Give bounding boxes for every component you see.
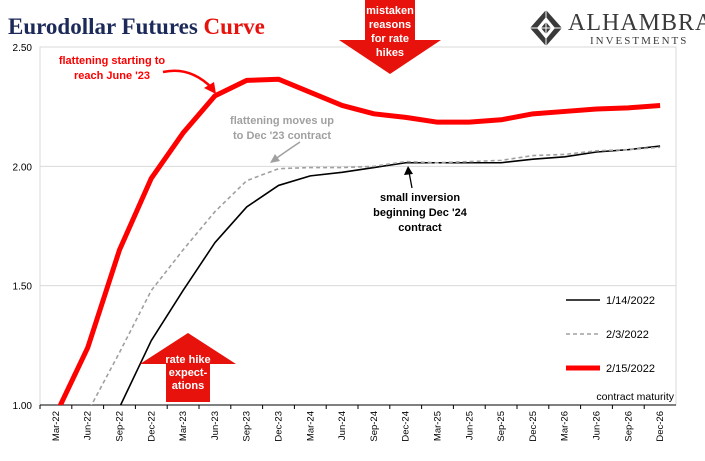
contract-maturity-note: contract maturity (596, 391, 674, 403)
black-arrowhead-icon (404, 166, 413, 175)
logo-name: ALHAMBRA (568, 10, 705, 36)
x-tick-label: Sep-25 (496, 411, 507, 442)
x-tick-label: Dec-23 (274, 411, 285, 442)
series-line-1 (119, 145, 661, 405)
legend-label: 1/14/2022 (606, 295, 655, 307)
x-tick-label: Mar-22 (51, 411, 62, 441)
red-annotation-text: reach June '23 (74, 70, 150, 82)
x-tick-label: Jun-25 (464, 411, 475, 440)
chart-title-main: Eurodollar Futures (8, 14, 198, 39)
up-arrow-icon (140, 333, 236, 402)
black-annotation-arrow (408, 171, 413, 189)
plot-area (39, 46, 677, 406)
logo-subtitle: INVESTMENTS (590, 35, 689, 47)
gray-annotation-text: flattening moves up (230, 115, 334, 127)
red-annotation-text: flattening starting to (59, 55, 166, 67)
x-tick-label: Dec-25 (528, 411, 539, 442)
black-annotation-text: small inversion (380, 192, 460, 204)
y-tick-label: 2.50 (13, 43, 33, 54)
x-tick-label: Mar-23 (178, 411, 189, 441)
bottom-arrow-text: rate hike (165, 354, 210, 366)
x-tick-label: Mar-25 (433, 411, 444, 441)
black-annotation-text: beginning Dec '24 (373, 207, 468, 219)
x-tick-label: Sep-22 (115, 411, 126, 442)
top-arrow-text: for rate (371, 33, 409, 45)
gray-annotation-text: to Dec '23 contract (233, 130, 331, 142)
gray-arrowhead-icon (270, 154, 280, 163)
legend-label: 2/3/2022 (606, 329, 649, 341)
legend-label: 2/15/2022 (606, 363, 655, 375)
series-line-2 (90, 146, 661, 405)
x-tick-label: Dec-24 (401, 411, 412, 442)
x-tick-label: Jun-22 (83, 411, 94, 440)
bottom-arrow-text: ations (172, 380, 204, 392)
x-tick-label: Jun-26 (592, 411, 603, 440)
top-arrow-text: reasons (369, 19, 411, 31)
x-tick-label: Jun-24 (337, 411, 348, 440)
top-arrow-text: mistaken (366, 5, 414, 17)
y-tick-label: 1.00 (13, 401, 33, 412)
y-tick-label: 1.50 (13, 282, 33, 293)
y-tick-label: 2.00 (13, 162, 33, 173)
alhambra-logo: ALHAMBRA INVESTMENTS (528, 8, 705, 50)
chart-title-accent: Curve (203, 14, 265, 39)
diamond-logo-icon (530, 10, 562, 46)
red-annotation-arrow (162, 69, 213, 89)
down-arrow-icon (339, 0, 441, 74)
black-annotation-text: contract (398, 222, 442, 234)
bottom-arrow-text: expect- (169, 367, 208, 379)
x-tick-label: Dec-22 (146, 411, 157, 442)
top-arrow-text: hikes (376, 47, 404, 59)
chart-title: Eurodollar Futures Curve (8, 14, 265, 40)
x-tick-label: Sep-23 (242, 411, 253, 442)
red-arrowhead-icon (204, 82, 216, 94)
gray-annotation-arrow (273, 141, 301, 161)
x-tick-label: Sep-26 (623, 411, 634, 442)
x-tick-label: Dec-26 (655, 411, 666, 442)
x-tick-label: Mar-26 (560, 411, 571, 441)
x-tick-label: Mar-24 (305, 411, 316, 441)
series-line-3 (57, 76, 661, 405)
x-tick-label: Sep-24 (369, 411, 380, 442)
x-tick-label: Jun-23 (210, 411, 221, 440)
